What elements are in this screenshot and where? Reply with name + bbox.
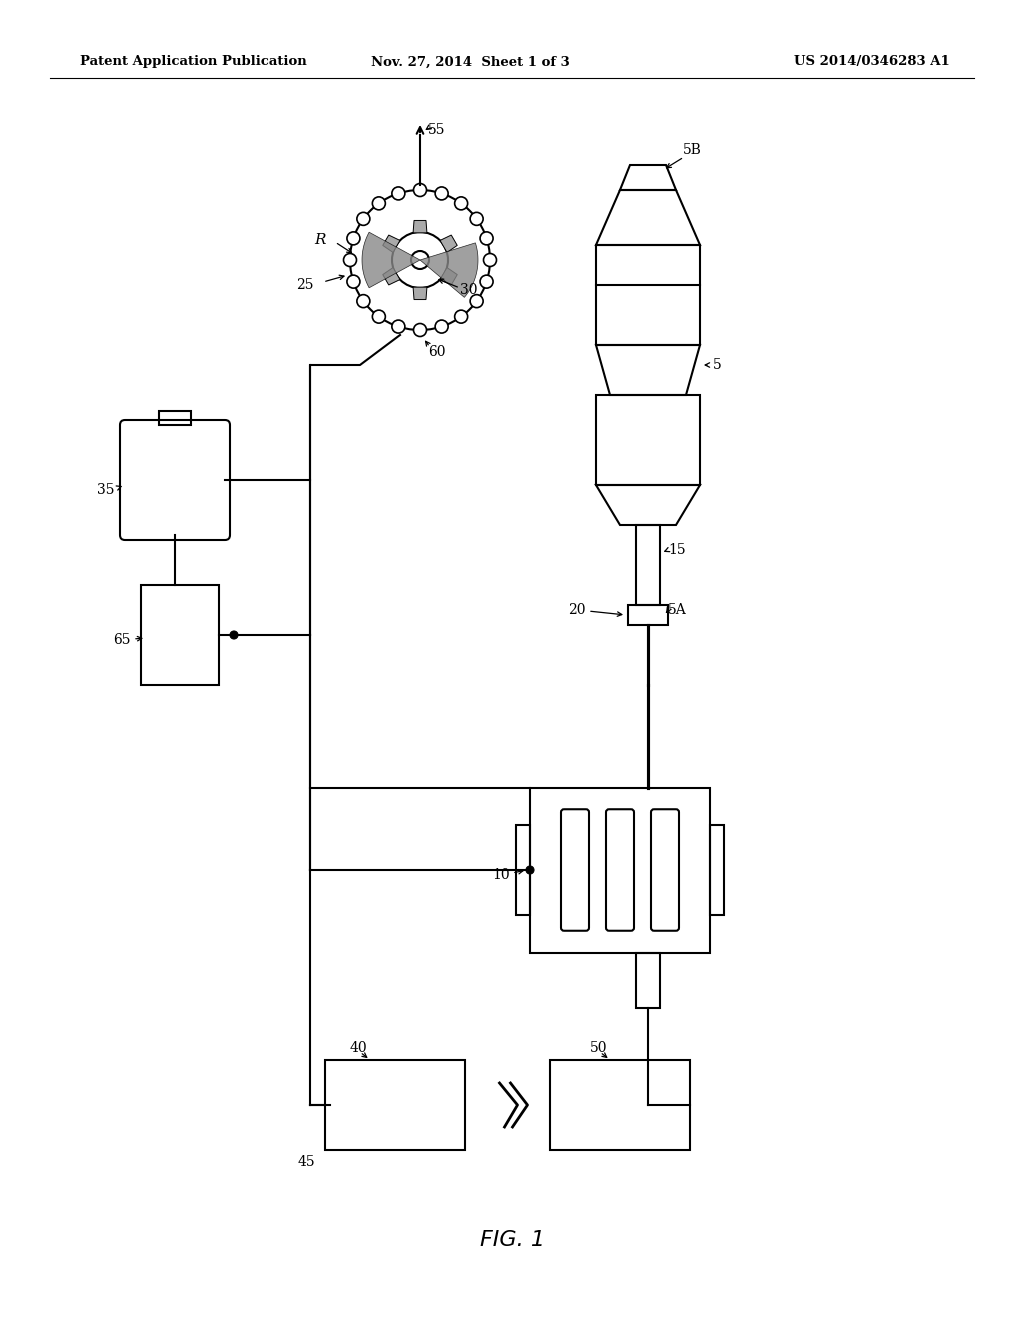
Bar [636,525,660,605]
Circle shape [357,294,370,308]
Text: FIG. 1: FIG. 1 [479,1230,545,1250]
Polygon shape [362,232,420,288]
Text: 25: 25 [296,279,313,292]
Text: Nov. 27, 2014  Sheet 1 of 3: Nov. 27, 2014 Sheet 1 of 3 [371,55,569,69]
Text: 5A: 5A [668,603,687,616]
Circle shape [470,213,483,226]
Circle shape [343,253,356,267]
Circle shape [392,232,449,288]
Text: 45: 45 [297,1155,315,1170]
Circle shape [357,213,370,226]
Text: R: R [314,234,326,247]
Text: 30: 30 [460,282,477,297]
Circle shape [347,275,359,288]
Bar [636,953,660,1007]
Text: 10: 10 [493,869,510,882]
Text: Patent Application Publication: Patent Application Publication [80,55,307,69]
Bar [530,788,710,953]
Circle shape [230,631,238,639]
Bar [596,395,700,484]
Circle shape [373,310,385,323]
Bar [141,585,219,685]
Circle shape [414,323,427,337]
Circle shape [414,183,427,197]
Bar [325,1060,465,1150]
Circle shape [455,310,468,323]
Text: 55: 55 [428,123,445,137]
Circle shape [480,232,494,246]
Polygon shape [440,268,458,285]
Text: 60: 60 [428,345,445,359]
Polygon shape [413,288,427,300]
Circle shape [435,187,449,199]
Circle shape [347,232,359,246]
Text: 15: 15 [668,543,686,557]
Text: 20: 20 [568,603,586,616]
Polygon shape [420,243,478,297]
Circle shape [411,251,429,269]
Bar [550,1060,690,1150]
Polygon shape [383,235,400,252]
Circle shape [526,866,534,874]
Circle shape [392,187,404,199]
Text: 65: 65 [114,634,131,647]
Text: 5B: 5B [683,143,701,157]
Circle shape [392,319,404,333]
Bar [596,246,700,345]
Circle shape [435,319,449,333]
Circle shape [373,197,385,210]
Polygon shape [413,220,427,232]
Bar [159,411,191,425]
Bar [628,605,668,624]
Circle shape [455,197,468,210]
Text: US 2014/0346283 A1: US 2014/0346283 A1 [795,55,950,69]
Text: 40: 40 [350,1041,368,1055]
Polygon shape [440,235,458,252]
Circle shape [483,253,497,267]
Circle shape [480,275,494,288]
Bar [516,825,530,915]
Bar [710,825,724,915]
Circle shape [470,294,483,308]
Text: 50: 50 [590,1041,607,1055]
Text: 35: 35 [97,483,115,498]
Text: 5: 5 [713,358,722,372]
Polygon shape [383,268,400,285]
